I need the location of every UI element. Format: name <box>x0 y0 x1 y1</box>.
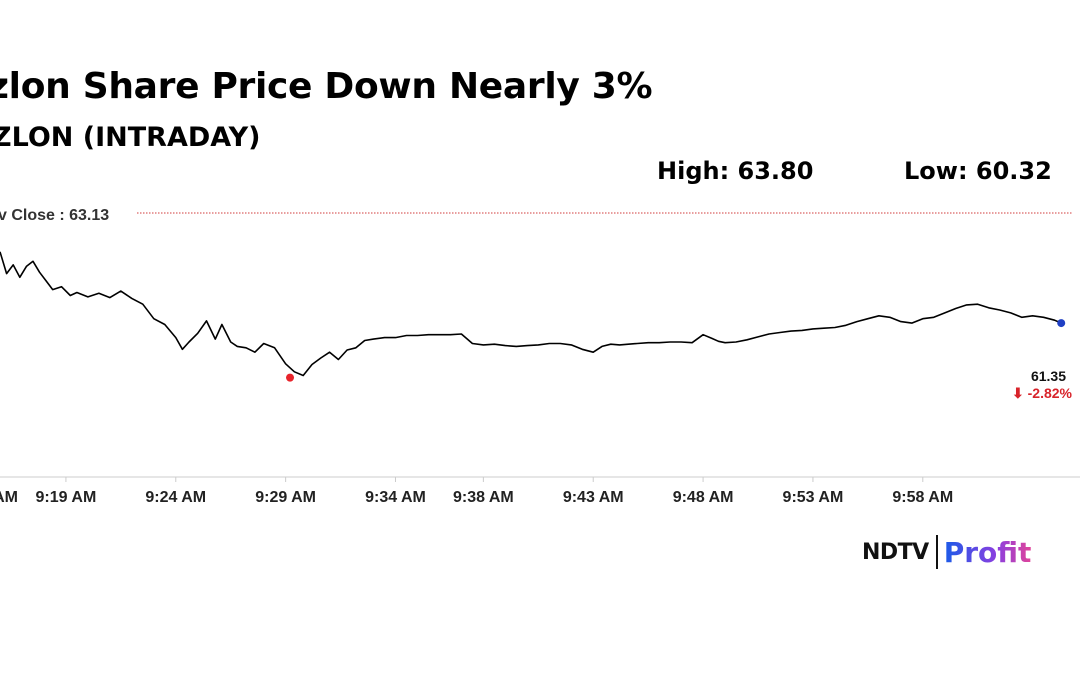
logo-divider <box>935 535 938 569</box>
x-tick-label: 9:34 AM <box>365 489 426 506</box>
x-tick-label: 9:48 AM <box>673 489 734 506</box>
chart-title: zlon Share Price Down Nearly 3% <box>0 66 653 107</box>
ndtv-profit-logo: NDTV Profit <box>862 532 1031 572</box>
last-marker <box>1057 319 1066 328</box>
chart-markers <box>286 319 1066 382</box>
logo-ndtv-text: NDTV <box>862 539 929 565</box>
x-tick-label: 9:19 AM <box>36 489 97 506</box>
prev-close-label: v Close : 63.13 <box>0 207 109 224</box>
x-tick-label: 9:24 AM <box>145 489 206 506</box>
x-tick-label: 9:29 AM <box>255 489 316 506</box>
x-tick-label: 9:53 AM <box>783 489 844 506</box>
x-axis-ticks: AM 9:19 AM 9:24 AM 9:29 AM 9:34 AM 9:38 AM 9:4… <box>0 477 953 506</box>
low-stat: Low: 60.32 <box>904 157 1052 185</box>
price-line <box>0 251 1062 377</box>
low-marker <box>286 373 295 382</box>
logo-profit-text: Profit <box>943 535 1032 569</box>
high-stat: High: 63.80 <box>657 157 814 185</box>
chart-subtitle: ZLON (INTRADAY) <box>0 122 261 153</box>
x-tick-label: 9:58 AM <box>892 489 953 506</box>
x-tick-label: AM <box>0 489 18 506</box>
last-price-label: 61.35 <box>1031 368 1066 384</box>
price-change-label: ⬇ -2.82% <box>1012 385 1073 401</box>
x-tick-label: 9:38 AM <box>453 489 514 506</box>
x-tick-label: 9:43 AM <box>563 489 624 506</box>
